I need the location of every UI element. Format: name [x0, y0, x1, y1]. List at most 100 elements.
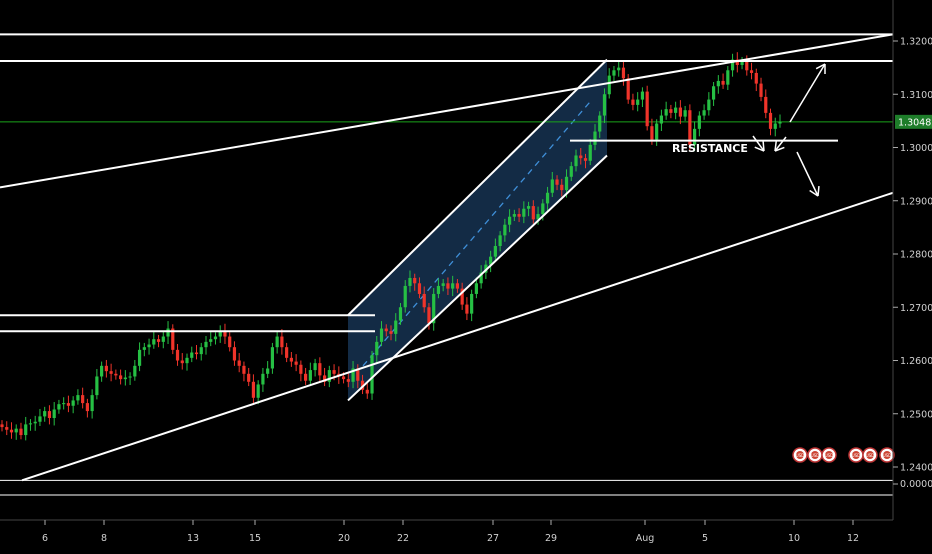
- candle-body: [679, 108, 682, 117]
- candle-body: [631, 100, 634, 105]
- event-marker-icon[interactable]: USD: [793, 448, 807, 462]
- candle-body: [451, 283, 454, 288]
- candle-body: [366, 390, 369, 394]
- candle-body: [404, 286, 407, 307]
- candle-body: [48, 411, 51, 418]
- candle-body: [517, 214, 520, 217]
- candle-body: [380, 329, 383, 342]
- candle-body: [261, 374, 264, 385]
- candle-body: [408, 278, 411, 286]
- candle-body: [608, 76, 611, 95]
- candle-body: [276, 337, 279, 348]
- candle-body: [494, 246, 497, 257]
- candle-body: [370, 355, 373, 393]
- candle-body: [759, 84, 762, 97]
- candle-body: [95, 376, 98, 395]
- time-tick-label: 13: [187, 533, 199, 544]
- event-marker-icon[interactable]: USD: [822, 448, 836, 462]
- candle-body: [318, 363, 321, 375]
- candle-body: [465, 305, 468, 314]
- candle-body: [570, 166, 573, 177]
- candle-body: [499, 235, 502, 246]
- candle-body: [228, 337, 231, 348]
- candle-body: [114, 374, 117, 376]
- event-marker-icon[interactable]: USD: [808, 448, 822, 462]
- price-tick-label: 1.25000: [900, 409, 932, 420]
- candle-body: [769, 113, 772, 129]
- candle-body: [560, 185, 563, 190]
- candle-body: [399, 307, 402, 320]
- candle-body: [674, 108, 677, 113]
- candle-body: [565, 177, 568, 190]
- event-marker-icon[interactable]: USD: [863, 448, 877, 462]
- candle-body: [195, 353, 198, 355]
- time-tick-label: 22: [397, 533, 409, 544]
- candle-body: [527, 206, 530, 209]
- candle-body: [375, 342, 378, 355]
- candle-body: [745, 61, 748, 70]
- candle-body: [266, 368, 269, 373]
- candle-body: [698, 116, 701, 129]
- candle-body: [574, 155, 577, 166]
- candle-body: [669, 109, 672, 113]
- candle-body: [124, 378, 127, 380]
- current-price-label: 1.30482: [898, 117, 932, 128]
- candle-body: [589, 145, 592, 161]
- candle-body: [636, 100, 639, 105]
- candle-body: [209, 339, 212, 342]
- price-tick-label: 1.28000: [900, 250, 932, 261]
- time-tick-label: 27: [487, 533, 499, 544]
- candle-body: [67, 403, 70, 406]
- candle-body: [456, 283, 459, 288]
- event-marker-icon[interactable]: USD: [880, 448, 894, 462]
- candle-body: [157, 339, 160, 342]
- candle-body: [81, 395, 84, 403]
- candle-body: [332, 370, 335, 374]
- annotation-resistance: RESISTANCE: [672, 142, 748, 155]
- event-marker-label: USD: [811, 453, 820, 458]
- candle-body: [38, 416, 41, 421]
- candle-body: [100, 366, 103, 377]
- candle-body: [290, 358, 293, 362]
- candle-body: [280, 337, 283, 348]
- candle-body: [551, 179, 554, 192]
- candle-body: [133, 366, 136, 377]
- candle-body: [105, 366, 108, 371]
- candle-body: [285, 347, 288, 358]
- candle-body: [257, 384, 260, 397]
- candle-body: [233, 347, 236, 360]
- candle-body: [532, 206, 535, 219]
- time-tick-label: 6: [42, 533, 48, 544]
- candle-body: [138, 350, 141, 366]
- candle-body: [660, 116, 663, 124]
- event-marker-label: USD: [825, 453, 834, 458]
- time-tick-label: 15: [249, 533, 261, 544]
- candle-body: [413, 278, 416, 283]
- candle-body: [342, 376, 345, 379]
- candle-body: [546, 193, 549, 204]
- candle-body: [446, 283, 449, 288]
- event-marker-label: USD: [883, 453, 892, 458]
- candle-body: [418, 283, 421, 294]
- price-tick-label: 1.29000: [900, 196, 932, 207]
- candle-body: [15, 429, 18, 433]
- event-marker-label: USD: [852, 453, 861, 458]
- event-marker-icon[interactable]: USD: [849, 448, 863, 462]
- candle-body: [128, 376, 131, 377]
- candle-body: [147, 345, 150, 348]
- candle-body: [541, 203, 544, 214]
- candle-body: [665, 109, 668, 115]
- candle-body: [579, 155, 582, 158]
- candle: [646, 86, 649, 131]
- candle-body: [475, 283, 478, 294]
- candle-body: [43, 411, 46, 416]
- candle-body: [750, 70, 753, 73]
- candle-body: [627, 78, 630, 99]
- candle-body: [721, 81, 724, 85]
- candle-body: [702, 110, 705, 115]
- candle-body: [707, 100, 710, 111]
- candle-body: [110, 371, 113, 374]
- candle-body: [764, 97, 767, 113]
